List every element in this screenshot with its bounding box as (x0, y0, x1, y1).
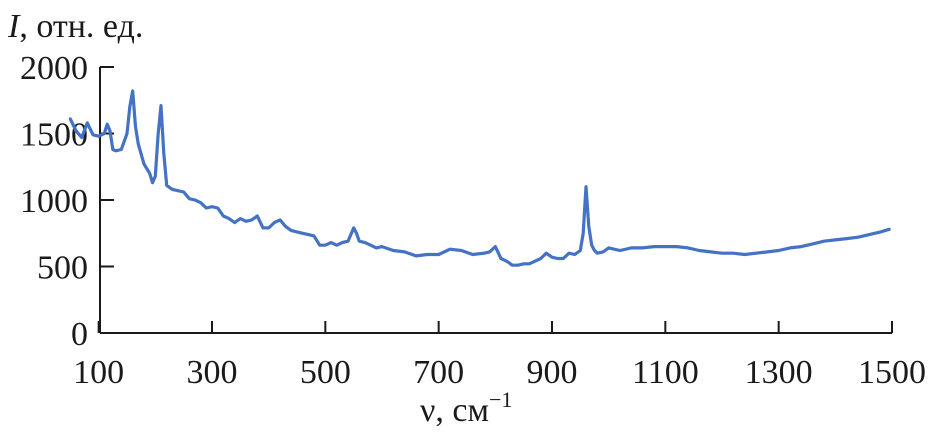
x-tick-label: 500 (300, 354, 351, 391)
x-axis-title: ν, см−1 (420, 387, 512, 429)
y-tick-label: 1500 (20, 117, 88, 154)
x-axis-symbol: ν, см (420, 392, 489, 429)
spectrum-series-line (68, 89, 891, 267)
y-axis-unit: , отн. ед. (19, 8, 143, 45)
y-tick-label: 500 (37, 250, 88, 287)
y-axis-title: I, отн. ед. (7, 8, 143, 45)
y-tick-label: 2000 (20, 50, 88, 87)
y-tick-label: 0 (71, 316, 88, 353)
x-tick-label: 100 (73, 354, 124, 391)
x-tick-label: 1300 (745, 354, 813, 391)
x-tick-label: 700 (413, 354, 464, 391)
x-tick-label: 1500 (858, 354, 926, 391)
x-tick-label: 1100 (632, 354, 699, 391)
y-axis-symbol: I (7, 8, 21, 45)
y-tick-label: 1000 (20, 183, 88, 220)
x-axis-exponent: −1 (489, 387, 512, 412)
x-axis-ticks: 100 300 500 700 900 1100 1300 1500 (73, 321, 926, 391)
x-tick-label: 300 (187, 354, 238, 391)
x-tick-label: 900 (527, 354, 578, 391)
